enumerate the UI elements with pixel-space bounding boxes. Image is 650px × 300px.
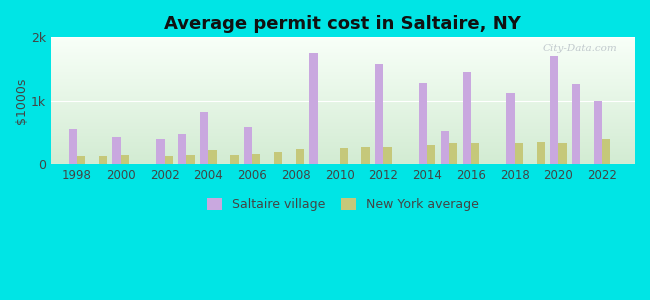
Bar: [550, 56, 558, 164]
Bar: [449, 143, 458, 164]
Bar: [558, 143, 567, 164]
Y-axis label: $1000s: $1000s: [15, 78, 28, 124]
Bar: [375, 64, 383, 164]
Bar: [361, 147, 370, 164]
Bar: [156, 139, 164, 164]
Bar: [178, 134, 187, 164]
Bar: [536, 142, 545, 164]
Bar: [427, 145, 436, 164]
Bar: [594, 101, 602, 164]
Bar: [463, 72, 471, 164]
Bar: [339, 148, 348, 164]
Bar: [77, 156, 85, 164]
Bar: [252, 154, 261, 164]
Bar: [99, 156, 107, 164]
Bar: [164, 156, 173, 164]
Title: Average permit cost in Saltaire, NY: Average permit cost in Saltaire, NY: [164, 15, 521, 33]
Bar: [506, 93, 515, 164]
Bar: [112, 137, 121, 164]
Bar: [419, 83, 427, 164]
Bar: [121, 155, 129, 164]
Bar: [230, 155, 239, 164]
Bar: [309, 53, 318, 164]
Text: City-Data.com: City-Data.com: [543, 44, 618, 53]
Bar: [208, 150, 216, 164]
Bar: [69, 129, 77, 164]
Bar: [602, 139, 610, 164]
Bar: [441, 131, 449, 164]
Bar: [572, 84, 580, 164]
Bar: [515, 143, 523, 164]
Bar: [244, 128, 252, 164]
Legend: Saltaire village, New York average: Saltaire village, New York average: [207, 198, 478, 211]
Bar: [274, 152, 282, 164]
Bar: [384, 147, 392, 164]
Bar: [200, 112, 208, 164]
Bar: [187, 155, 195, 164]
Bar: [471, 143, 479, 164]
Bar: [296, 149, 304, 164]
